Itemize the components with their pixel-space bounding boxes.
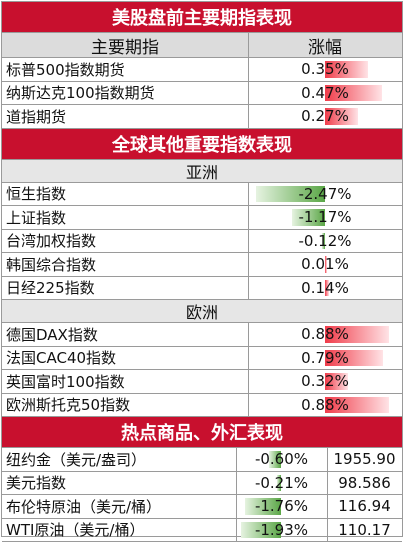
change-value: -1.17%	[248, 206, 402, 229]
column-header-row: 主要期指涨幅	[2, 33, 402, 58]
table-row: 纳斯达克100指数期货 0.47%	[2, 82, 402, 106]
index-name: 台湾加权指数	[6, 230, 96, 253]
price-value: 110.17	[327, 519, 402, 542]
change-value: -0.12%	[248, 230, 402, 253]
table-row: 道指期货 0.27%	[2, 105, 402, 129]
table-row: 标普500指数期货 0.35%	[2, 58, 402, 82]
column-header-name: 主要期指	[2, 33, 248, 57]
change-value: -0.60%	[236, 448, 327, 471]
change-value: -1.93%	[236, 519, 327, 542]
column-header-change: 涨幅	[248, 33, 402, 57]
change-value: 0.88%	[248, 394, 402, 417]
table-row: 法国CAC40指数 0.79%	[2, 347, 402, 371]
price-value: 98.586	[327, 472, 402, 495]
table-row: 英国富时100指数 0.32%	[2, 370, 402, 394]
index-name: 法国CAC40指数	[6, 347, 116, 370]
commodity-row: 纽约金（美元/盎司） -0.60%1955.90	[2, 448, 402, 472]
change-value: -2.47%	[248, 183, 402, 206]
index-name: 上证指数	[6, 206, 66, 229]
change-value: 0.27%	[248, 105, 402, 128]
futures-name: 标普500指数期货	[6, 58, 125, 81]
price-value: 116.94	[327, 495, 402, 518]
change-value: -0.21%	[236, 472, 327, 495]
commodity-row: 布伦特原油（美元/桶） -1.76%116.94	[2, 495, 402, 519]
change-value: 0.32%	[248, 370, 402, 393]
commodity-row: WTI原油（美元/桶） -1.93%110.17	[2, 519, 402, 542]
commodity-name: 布伦特原油（美元/桶）	[6, 495, 161, 518]
section-title-us-futures: 美股盘前主要期指表现	[2, 2, 402, 33]
region-label-asia: 亚洲	[2, 160, 402, 183]
table-row: 上证指数 -1.17%	[2, 206, 402, 230]
futures-name: 道指期货	[6, 105, 66, 128]
table-row: 恒生指数 -2.47%	[2, 183, 402, 207]
price-value: 1955.90	[327, 448, 402, 471]
section-title-commodities-fx: 热点商品、外汇表现	[2, 417, 402, 448]
futures-name: 纳斯达克100指数期货	[6, 82, 155, 105]
change-value: 0.35%	[248, 58, 402, 81]
change-value: 0.01%	[248, 253, 402, 276]
table-row: 台湾加权指数 -0.12%	[2, 230, 402, 254]
commodity-name: WTI原油（美元/桶）	[6, 519, 144, 542]
change-value: 0.79%	[248, 347, 402, 370]
commodity-row: 美元指数 -0.21%98.586	[2, 472, 402, 496]
index-name: 英国富时100指数	[6, 370, 125, 393]
index-name: 恒生指数	[6, 183, 66, 206]
table-row: 欧洲斯托克50指数 0.88%	[2, 394, 402, 418]
index-name: 德国DAX指数	[6, 323, 98, 346]
section-title-global-indices: 全球其他重要指数表现	[2, 129, 402, 160]
change-value: -1.76%	[236, 495, 327, 518]
column-divider	[248, 33, 249, 57]
index-name: 欧洲斯托克50指数	[6, 394, 130, 417]
commodity-name: 纽约金（美元/盎司）	[6, 448, 146, 471]
index-name: 韩国综合指数	[6, 253, 96, 276]
commodity-name: 美元指数	[6, 472, 66, 495]
table-row: 德国DAX指数 0.88%	[2, 323, 402, 347]
table-row: 日经225指数 0.14%	[2, 277, 402, 301]
change-value: 0.88%	[248, 323, 402, 346]
change-value: 0.14%	[248, 277, 402, 300]
region-label-europe: 欧洲	[2, 300, 402, 323]
table-row: 韩国综合指数 0.01%	[2, 253, 402, 277]
index-name: 日经225指数	[6, 277, 95, 300]
change-value: 0.47%	[248, 82, 402, 105]
